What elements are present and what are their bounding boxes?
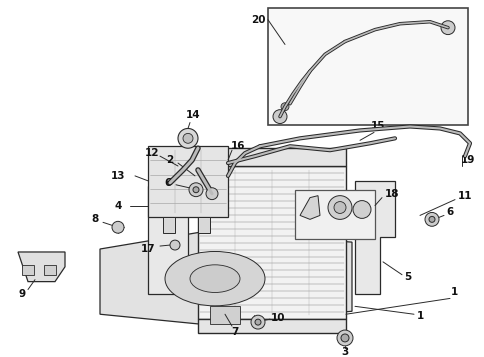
- Text: 18: 18: [384, 189, 398, 199]
- Text: 7: 7: [231, 327, 238, 337]
- Circle shape: [170, 240, 180, 250]
- Bar: [22, 265, 34, 275]
- Polygon shape: [354, 181, 394, 295]
- Ellipse shape: [165, 251, 264, 306]
- Circle shape: [424, 212, 438, 226]
- Text: 20: 20: [250, 15, 265, 25]
- Circle shape: [255, 319, 260, 325]
- Text: 13: 13: [110, 171, 125, 181]
- Text: 6: 6: [445, 207, 453, 217]
- Text: 11: 11: [457, 191, 471, 201]
- Text: 3: 3: [341, 347, 348, 357]
- Bar: [44, 265, 56, 275]
- Polygon shape: [300, 196, 319, 219]
- Circle shape: [280, 103, 288, 111]
- Text: 4: 4: [114, 201, 121, 211]
- Ellipse shape: [190, 265, 240, 292]
- Text: 12: 12: [144, 148, 159, 158]
- Polygon shape: [100, 232, 351, 324]
- Text: 10: 10: [270, 313, 285, 323]
- Text: 5: 5: [404, 272, 411, 282]
- Bar: [163, 217, 175, 233]
- Bar: [268, 8, 467, 125]
- Circle shape: [340, 334, 348, 342]
- Text: 1: 1: [416, 311, 423, 321]
- Text: 14: 14: [185, 110, 200, 120]
- Circle shape: [206, 188, 217, 200]
- Circle shape: [327, 196, 351, 219]
- Circle shape: [272, 110, 287, 124]
- Circle shape: [193, 187, 198, 193]
- Polygon shape: [18, 252, 65, 282]
- Circle shape: [112, 221, 124, 233]
- Text: 19: 19: [460, 155, 474, 165]
- Text: 1: 1: [450, 287, 457, 297]
- Circle shape: [178, 129, 197, 148]
- Text: 15: 15: [370, 121, 384, 131]
- Text: 16: 16: [230, 141, 245, 151]
- Circle shape: [333, 202, 345, 213]
- Bar: [294, 190, 374, 239]
- Text: 8: 8: [91, 214, 98, 224]
- Bar: [197, 319, 345, 333]
- Circle shape: [428, 216, 434, 222]
- Circle shape: [440, 21, 454, 35]
- Bar: [148, 186, 188, 295]
- Circle shape: [182, 134, 193, 143]
- Circle shape: [352, 201, 370, 218]
- Bar: [197, 166, 345, 319]
- Text: 6: 6: [164, 178, 171, 188]
- Circle shape: [336, 330, 352, 346]
- Text: 17: 17: [140, 244, 155, 254]
- Text: 2: 2: [166, 155, 173, 165]
- Text: 9: 9: [18, 290, 26, 300]
- Bar: [148, 146, 227, 217]
- Circle shape: [189, 183, 203, 197]
- Circle shape: [251, 315, 264, 329]
- Bar: [210, 306, 240, 324]
- Bar: [197, 148, 345, 166]
- Bar: [197, 217, 210, 233]
